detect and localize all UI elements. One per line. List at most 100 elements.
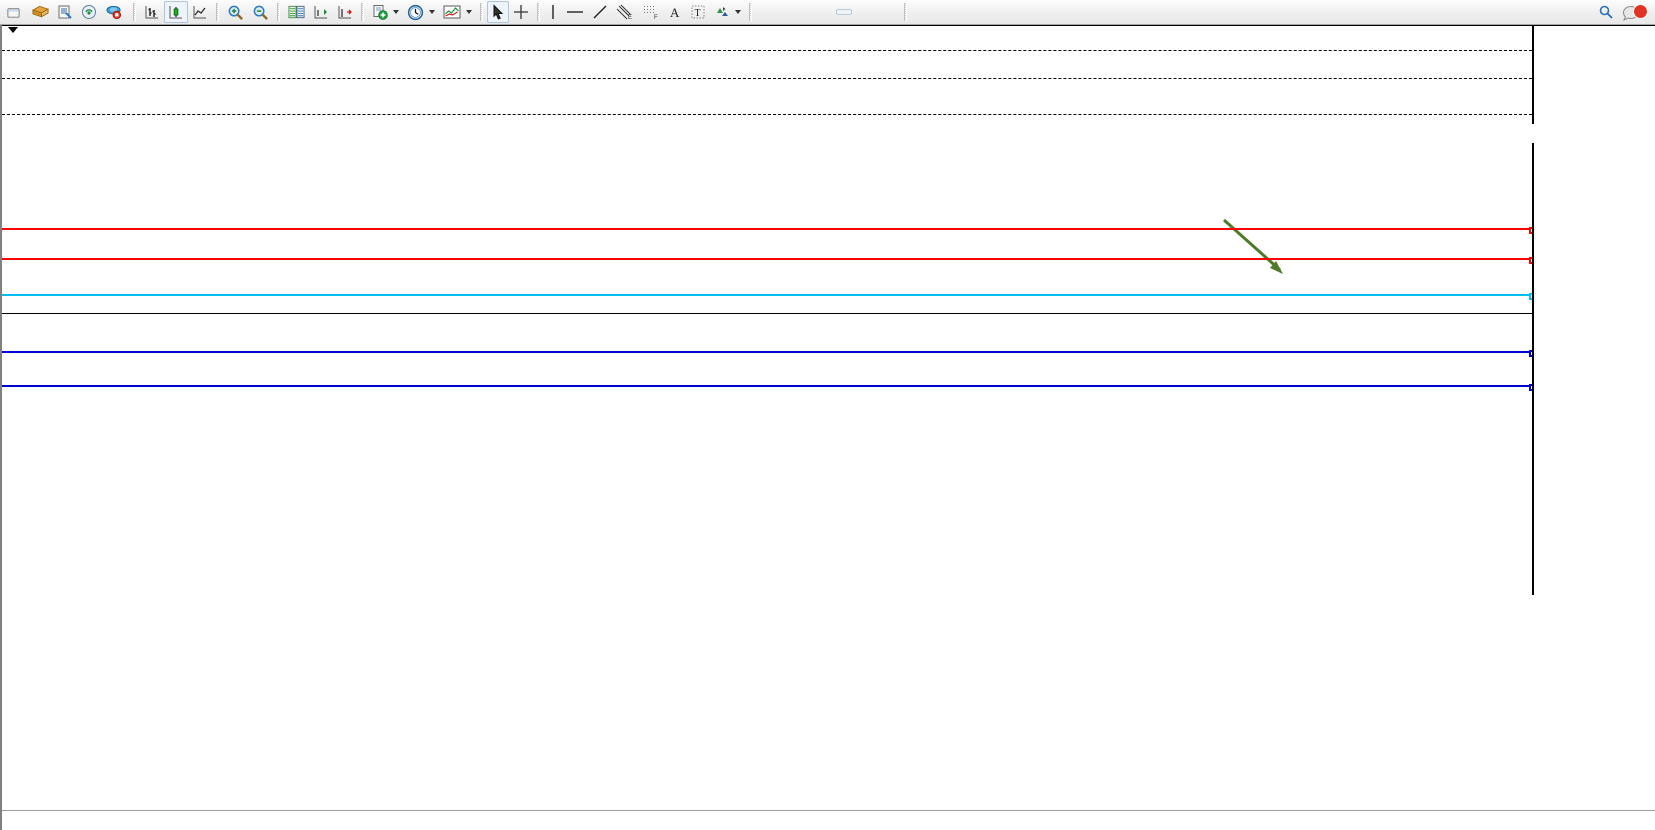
tab-timeframe-m1[interactable] [756, 9, 772, 15]
templates-button[interactable] [439, 1, 476, 23]
hline-icon [566, 4, 584, 20]
shift-button[interactable] [309, 1, 333, 23]
notification-badge [1633, 4, 1648, 19]
periods-button[interactable] [403, 1, 439, 23]
rsi-level-80 [2, 50, 1532, 51]
tab-timeframe-d1[interactable] [852, 9, 868, 15]
toolbar-separator [133, 3, 136, 21]
vertical-line-button[interactable] [544, 1, 562, 23]
grid-button[interactable] [284, 1, 309, 23]
autoscroll-button[interactable] [333, 1, 357, 23]
line-chart-icon [192, 4, 208, 20]
line-chart-button[interactable] [188, 1, 212, 23]
toolbar-separator [904, 3, 907, 21]
tab-timeframe-m30[interactable] [804, 9, 820, 15]
price-plot[interactable] [2, 25, 1532, 595]
chart-area[interactable] [0, 25, 1655, 830]
shift-icon [313, 4, 329, 20]
crosshair-icon [513, 4, 529, 20]
fibo-icon: E [616, 4, 634, 20]
level-line-last-price [2, 313, 1532, 314]
notifications-button[interactable] [1618, 1, 1653, 23]
text-icon: A [668, 4, 682, 20]
toolbar-separator [361, 3, 364, 21]
level-line-resistance-1[interactable] [2, 227, 1532, 234]
candlestick-chart-icon [168, 4, 184, 20]
svg-text:T: T [695, 8, 701, 19]
rsi-level-50 [2, 78, 1532, 79]
new-chart-button[interactable] [368, 1, 403, 23]
chevron-down-icon[interactable] [735, 10, 741, 14]
level-line-cyan[interactable] [2, 293, 1532, 300]
crosshair-button[interactable] [509, 1, 533, 23]
signal-icon [81, 4, 97, 20]
svg-text:F: F [654, 15, 658, 20]
text-label-button[interactable]: T [686, 1, 710, 23]
search-icon [1598, 4, 1614, 20]
tab-timeframe-w1[interactable] [868, 9, 884, 15]
tab-timeframe-m5[interactable] [772, 9, 788, 15]
time-axis[interactable] [2, 810, 1655, 830]
toolbar-separator [216, 3, 219, 21]
tab-timeframe-h1[interactable] [820, 9, 836, 15]
rsi-axis [1532, 26, 1655, 124]
toolbar-separator [749, 3, 752, 21]
zoom-in-icon [227, 4, 244, 21]
toolbar-separator [480, 3, 483, 21]
search-button[interactable] [1594, 1, 1618, 23]
wallet-icon [32, 4, 49, 20]
rsi-plot [2, 26, 1532, 124]
tab-timeframe-mn[interactable] [884, 9, 900, 15]
level-line-support-2[interactable] [2, 384, 1532, 391]
svg-text:E: E [628, 15, 632, 20]
grid-icon [288, 4, 305, 20]
channel-icon: F [642, 4, 660, 20]
auto-trading-icon [105, 4, 122, 20]
new-order-icon [6, 5, 21, 20]
tab-timeframe-m15[interactable] [788, 9, 804, 15]
data-window-button[interactable] [53, 1, 77, 23]
toolbar-separator [277, 3, 280, 21]
vline-icon [548, 4, 558, 20]
chevron-down-icon[interactable] [8, 27, 18, 33]
channel-button[interactable]: F [638, 1, 664, 23]
trendline-button[interactable] [588, 1, 612, 23]
cursor-button[interactable] [487, 1, 509, 23]
wallet-button[interactable] [28, 1, 53, 23]
new-chart-icon [372, 4, 388, 20]
horizontal-line-button[interactable] [562, 1, 588, 23]
main-toolbar: E F A T [0, 0, 1655, 25]
zoom-out-icon [252, 4, 269, 21]
new-order-button[interactable] [2, 1, 28, 23]
bar-chart-button[interactable] [140, 1, 164, 23]
signal-button[interactable] [77, 1, 101, 23]
svg-text:A: A [670, 5, 680, 20]
zoom-out-button[interactable] [248, 1, 273, 23]
symbol-header [8, 27, 24, 33]
bar-chart-icon [144, 4, 160, 20]
trendline-icon [592, 4, 608, 20]
data-window-icon [57, 4, 73, 20]
fibonacci-button[interactable]: E [612, 1, 638, 23]
level-line-resistance-2[interactable] [2, 257, 1532, 264]
shapes-icon [714, 4, 730, 20]
text-button[interactable]: A [664, 1, 686, 23]
shapes-button[interactable] [710, 1, 745, 23]
auto-trading-button[interactable] [101, 1, 129, 23]
chevron-down-icon[interactable] [466, 10, 472, 14]
periods-icon [407, 4, 424, 21]
autoscroll-icon [337, 4, 353, 20]
rsi-pane[interactable] [2, 25, 1655, 143]
chevron-down-icon[interactable] [429, 10, 435, 14]
zoom-in-button[interactable] [223, 1, 248, 23]
tab-timeframe-h4[interactable] [836, 9, 852, 15]
cursor-icon [491, 4, 505, 20]
candlestick-chart-button[interactable] [164, 1, 188, 23]
toolbar-separator [537, 3, 540, 21]
chevron-down-icon[interactable] [393, 10, 399, 14]
rsi-level-15 [2, 114, 1532, 115]
level-line-support-1[interactable] [2, 350, 1532, 357]
template-icon [443, 4, 461, 20]
label-icon: T [690, 4, 706, 20]
